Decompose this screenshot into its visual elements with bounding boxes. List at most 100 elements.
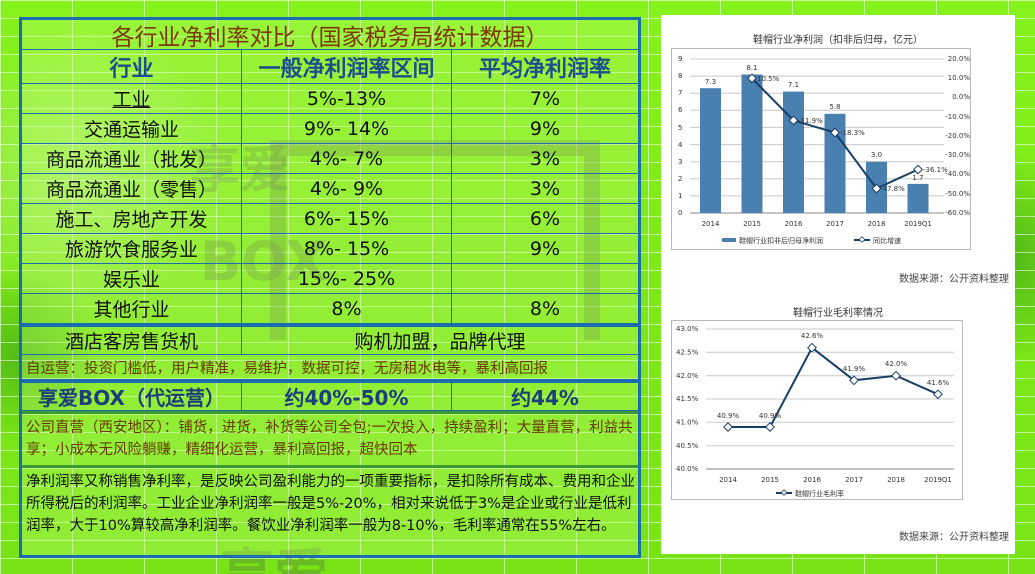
svg-text:40.9%: 40.9% bbox=[717, 412, 740, 420]
svg-text:20.0%: 20.0% bbox=[948, 55, 971, 63]
growth-labels: 10.5% -11.9% -18.3% -47.8% -36.1% bbox=[757, 75, 948, 193]
table-row: 交通运输业 9%- 14% 9% bbox=[22, 114, 638, 144]
explanation-box: 净利润率又称销售净利率，是反映公司盈利能力的一项重要指标，是扣除所有成本、费用和… bbox=[22, 465, 638, 558]
svg-text:2016: 2016 bbox=[803, 476, 821, 484]
svg-text:7.1: 7.1 bbox=[788, 81, 799, 89]
table-title: 各行业净利率对比（国家税务局统计数据） bbox=[111, 24, 549, 51]
gross-margin-chart-svg: 43.0% 42.5% 42.0% 41.5% 41.0% 40.5% 40.0… bbox=[676, 325, 954, 498]
range-cell: 9%- 14% bbox=[242, 114, 452, 143]
svg-text:7: 7 bbox=[678, 89, 682, 97]
header-average: 平均净利润率 bbox=[478, 56, 611, 82]
right-axis-ticks: 20.0% 10.0% 0.0% -10.0% -20.0% -30.0% -4… bbox=[945, 55, 970, 217]
table-row: 娱乐业 15%- 25% bbox=[22, 264, 638, 294]
range-cell: 6%- 15% bbox=[242, 204, 452, 233]
svg-text:0.0%: 0.0% bbox=[952, 93, 970, 101]
table-header-row: 行业 一般净利润率区间 平均净利润率 bbox=[22, 50, 638, 84]
svg-text:5: 5 bbox=[678, 124, 682, 132]
average-cell: 9% bbox=[529, 117, 561, 140]
svg-text:8: 8 bbox=[678, 72, 682, 80]
average-cell: 3% bbox=[529, 177, 561, 200]
range-cell: 15%- 25% bbox=[242, 264, 452, 293]
net-profit-chart-svg: 9 8 7 6 5 4 3 2 1 0 7.3 bbox=[678, 55, 970, 245]
svg-text:2018: 2018 bbox=[868, 220, 886, 228]
svg-text:同比增速: 同比增速 bbox=[873, 236, 901, 245]
direct-operation-box: 公司直营（西安地区）：铺货，进货，补货等公司全包;一次投入，持续盈利；大量直营，… bbox=[22, 411, 638, 465]
gross-margin-chart: 43.0% 42.5% 42.0% 41.5% 41.0% 40.5% 40.0… bbox=[671, 320, 963, 500]
average-cell: 6% bbox=[529, 207, 561, 230]
svg-text:3.0: 3.0 bbox=[871, 151, 882, 159]
self-operation-note-row: 自运营：投资门槛低，用户精准，易维护，数据可控，无房租水电等，暴利高回报 bbox=[22, 355, 638, 380]
svg-text:40.0%: 40.0% bbox=[676, 465, 699, 473]
svg-text:3: 3 bbox=[678, 158, 682, 166]
svg-text:41.5%: 41.5% bbox=[676, 395, 699, 403]
industry-cell: 旅游饮食服务业 bbox=[22, 234, 242, 263]
gross-margin-labels: 40.9% 40.9% 42.6% 41.9% 42.0% 41.6% bbox=[717, 332, 950, 420]
range-cell: 8% bbox=[242, 294, 452, 323]
legend: 鞋帽行业毛利率 bbox=[776, 489, 844, 498]
box-product-label: 享爱BOX（代运营） bbox=[22, 383, 242, 410]
industry-cell: 交通运输业 bbox=[22, 114, 242, 143]
svg-text:2019Q1: 2019Q1 bbox=[924, 476, 952, 484]
industry-profit-table: 各行业净利率对比（国家税务局统计数据） 行业 一般净利润率区间 平均净利润率 工… bbox=[19, 17, 641, 558]
svg-text:42.0%: 42.0% bbox=[676, 372, 699, 380]
legend-line-marker bbox=[780, 489, 788, 496]
industry-cell: 娱乐业 bbox=[22, 264, 242, 293]
net-profit-chart-title: 鞋帽行业净利润（扣非后归母，亿元） bbox=[753, 35, 923, 46]
svg-text:10.0%: 10.0% bbox=[948, 74, 971, 82]
svg-text:2014: 2014 bbox=[702, 220, 720, 228]
bar-2015 bbox=[741, 74, 763, 213]
svg-text:-36.1%: -36.1% bbox=[923, 166, 948, 174]
gross-margin-chart-title: 鞋帽行业毛利率情况 bbox=[793, 308, 883, 319]
self-operation-note: 自运营：投资门槛低，用户精准，易维护，数据可控，无房租水电等，暴利高回报 bbox=[26, 360, 548, 377]
svg-text:0: 0 bbox=[678, 209, 682, 217]
header-range: 一般净利润率区间 bbox=[242, 50, 452, 83]
svg-text:鞋帽行业毛利率: 鞋帽行业毛利率 bbox=[795, 489, 844, 498]
svg-text:-30.0%: -30.0% bbox=[945, 151, 970, 159]
bar-2019q1 bbox=[907, 183, 929, 213]
left-axis-ticks: 9 8 7 6 5 4 3 2 1 0 bbox=[678, 55, 683, 217]
svg-text:42.5%: 42.5% bbox=[676, 349, 699, 357]
legend-line-marker bbox=[858, 236, 866, 243]
hotel-vending-row: 酒店客房售货机 购机加盟，品牌代理 bbox=[22, 324, 638, 355]
svg-text:鞋帽行业扣非后归母净利润: 鞋帽行业扣非后归母净利润 bbox=[739, 236, 823, 245]
gridlines bbox=[690, 58, 944, 214]
svg-text:-47.8%: -47.8% bbox=[880, 185, 905, 193]
net-profit-explanation: 净利润率又称销售净利率，是反映公司盈利能力的一项重要指标，是扣除所有成本、费用和… bbox=[26, 474, 635, 534]
average-cell: 9% bbox=[529, 237, 561, 260]
svg-text:4: 4 bbox=[678, 141, 683, 149]
svg-text:2: 2 bbox=[678, 175, 682, 183]
table-row: 商品流通业（批发） 4%- 7% 3% bbox=[22, 144, 638, 174]
chart1-source: 数据来源：公开资料整理 bbox=[899, 274, 1009, 285]
gross-margin-line bbox=[728, 346, 939, 428]
table-title-row: 各行业净利率对比（国家税务局统计数据） bbox=[22, 20, 638, 51]
table-row: 施工、房地产开发 6%- 15% 6% bbox=[22, 204, 638, 234]
industry-cell: 施工、房地产开发 bbox=[22, 204, 242, 233]
legend: 鞋帽行业扣非后归母净利润 同比增速 bbox=[722, 236, 901, 245]
svg-text:-40.0%: -40.0% bbox=[945, 170, 970, 178]
svg-text:2019Q1: 2019Q1 bbox=[904, 220, 932, 228]
svg-text:8.1: 8.1 bbox=[746, 64, 757, 72]
legend-bar-swatch bbox=[722, 238, 736, 242]
chart2-source: 数据来源：公开资料整理 bbox=[899, 532, 1009, 543]
hotel-vending-model: 购机加盟，品牌代理 bbox=[354, 331, 526, 353]
svg-text:42.0%: 42.0% bbox=[885, 360, 908, 368]
bar-2016 bbox=[783, 91, 804, 213]
x-axis-ticks: 2014 2015 2016 2017 2018 2019Q1 bbox=[702, 220, 932, 228]
svg-text:5.8: 5.8 bbox=[829, 103, 840, 111]
average-cell bbox=[452, 264, 638, 293]
svg-text:43.0%: 43.0% bbox=[676, 325, 699, 333]
svg-text:-11.9%: -11.9% bbox=[798, 117, 823, 125]
direct-operation-note: 公司直营（西安地区）：铺货，进货，补货等公司全包;一次投入，持续盈利；大量直营，… bbox=[26, 420, 633, 458]
svg-text:-60.0%: -60.0% bbox=[945, 209, 970, 217]
chart-panel: 鞋帽行业净利润（扣非后归母，亿元） 9 8 7 6 5 bbox=[661, 15, 1015, 554]
svg-text:40.9%: 40.9% bbox=[759, 412, 782, 420]
box-product-average: 约44% bbox=[511, 386, 579, 410]
header-industry: 行业 bbox=[22, 50, 242, 83]
average-cell: 3% bbox=[529, 147, 561, 170]
gross-margin-markers bbox=[723, 342, 943, 432]
svg-text:6: 6 bbox=[678, 106, 683, 114]
average-cell: 7% bbox=[529, 87, 561, 110]
bar-2014 bbox=[700, 88, 721, 213]
range-cell: 5%-13% bbox=[242, 84, 452, 113]
table-row: 旅游饮食服务业 8%- 15% 9% bbox=[22, 234, 638, 264]
